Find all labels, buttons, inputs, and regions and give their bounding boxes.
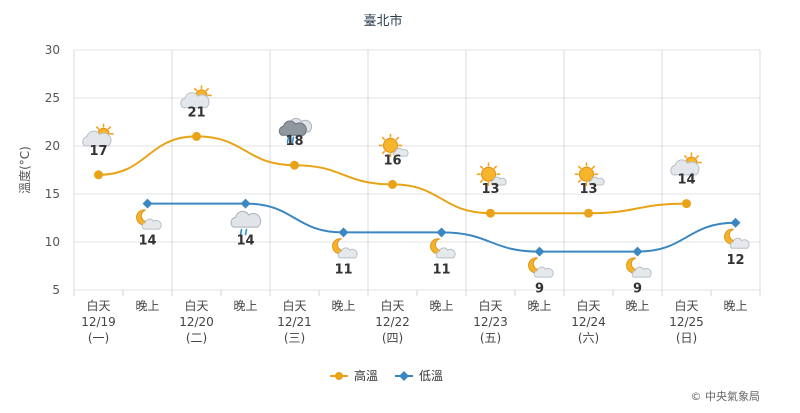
x-tick-date: 12/25 [669, 315, 704, 329]
data-label: 13 [579, 182, 597, 197]
y-tick-label: 10 [45, 235, 60, 249]
data-point-low[interactable] [436, 227, 447, 238]
x-tick-weekday: (二) [186, 331, 207, 345]
legend-label: 低溫 [419, 369, 443, 383]
data-point-low[interactable] [142, 198, 153, 209]
data-point-low[interactable] [534, 246, 545, 257]
data-label: 11 [432, 262, 450, 277]
legend-item-low[interactable]: 低溫 [395, 369, 443, 383]
x-tick-period: 白天 [380, 298, 404, 313]
x-tick-date: 12/21 [277, 315, 312, 329]
y-tick-label: 20 [45, 139, 60, 153]
legend-item-high[interactable]: 高溫 [330, 368, 378, 383]
x-tick-period: 晚上 [429, 299, 453, 313]
data-point-high[interactable] [94, 170, 103, 180]
data-label: 21 [187, 105, 205, 120]
data-point-low[interactable] [338, 227, 349, 238]
x-tick-weekday: (五) [480, 331, 501, 345]
moon-cloud-icon [528, 257, 554, 278]
x-tick-weekday: (四) [382, 331, 403, 345]
x-tick-date: 12/20 [179, 315, 214, 329]
data-point-high[interactable] [584, 208, 593, 218]
x-tick-weekday: (六) [578, 331, 599, 345]
y-tick-label: 25 [45, 91, 60, 105]
x-tick-period: 晚上 [625, 299, 649, 313]
partly-cloudy-day-icon [670, 152, 702, 176]
x-tick-weekday: (日) [676, 331, 697, 345]
y-axis-ticks: 5 10 15 20 25 30 [45, 43, 60, 297]
cloudy-rain-icon [278, 117, 313, 143]
data-label: 9 [535, 282, 544, 297]
y-tick-label: 30 [45, 43, 60, 57]
moon-cloud-icon [626, 257, 652, 278]
data-point-low[interactable] [240, 198, 251, 209]
x-tick-period: 白天 [576, 298, 600, 313]
data-label: 17 [89, 144, 107, 159]
data-label: 18 [285, 134, 303, 149]
data-labels: 17 21 18 16 13 13 14 14 14 11 11 9 9 12 [89, 105, 744, 296]
data-point-low[interactable] [730, 217, 741, 228]
x-tick-period: 晚上 [527, 299, 551, 313]
sunny-cloud-icon [574, 162, 605, 186]
data-point-low[interactable] [632, 246, 643, 257]
data-label: 12 [726, 253, 744, 268]
data-label: 13 [481, 182, 499, 197]
data-label: 9 [633, 282, 642, 297]
legend-label: 高溫 [354, 368, 378, 383]
x-tick-period: 晚上 [135, 299, 159, 313]
cloudy-rain-night-icon [230, 211, 262, 236]
data-label: 11 [334, 262, 352, 277]
x-axis-ticks: 白天 12/19 (一) 晚上 白天 12/20 (二) 晚上 白天 12/21 (三) 晚上 白天 12… [81, 298, 747, 345]
x-tick-weekday: (一) [88, 331, 109, 345]
moon-cloud-icon [332, 238, 358, 259]
x-tick-period: 白天 [478, 298, 502, 313]
moon-cloud-icon [136, 209, 162, 230]
x-tick-period: 晚上 [331, 299, 355, 313]
partly-cloudy-day-icon [180, 85, 212, 109]
moon-cloud-icon [724, 228, 750, 249]
x-tick-date: 12/23 [473, 315, 508, 329]
x-tick-date: 12/22 [375, 315, 410, 329]
x-tick-period: 晚上 [233, 299, 257, 313]
y-tick-label: 5 [52, 283, 60, 297]
data-label: 14 [236, 234, 254, 249]
x-tick-period: 白天 [184, 298, 208, 313]
chart-legend: 高溫 低溫 [330, 368, 443, 383]
data-label: 14 [138, 234, 156, 249]
partly-cloudy-day-icon [82, 123, 114, 147]
data-label: 14 [677, 173, 695, 188]
chart-title: 臺北市 [363, 13, 402, 29]
sunny-cloud-icon [476, 162, 507, 186]
sunny-cloud-icon [378, 133, 409, 158]
weather-icons [82, 85, 750, 278]
data-point-high[interactable] [388, 179, 397, 189]
data-point-high[interactable] [486, 208, 495, 218]
data-points [94, 131, 741, 257]
data-point-high[interactable] [192, 131, 201, 141]
y-tick-label: 15 [45, 187, 60, 201]
x-tick-weekday: (三) [284, 331, 305, 345]
data-point-high[interactable] [682, 199, 691, 209]
x-tick-date: 12/19 [81, 315, 116, 329]
x-tick-date: 12/24 [571, 315, 606, 329]
x-tick-period: 晚上 [723, 299, 747, 313]
credit-text: © 中央氣象局 [691, 389, 761, 403]
x-tick-period: 白天 [674, 298, 698, 313]
data-point-high[interactable] [290, 160, 299, 170]
x-tick-period: 白天 [282, 298, 306, 313]
grid-lines [73, 49, 761, 296]
y-axis-label: 溫度(°C) [17, 146, 32, 194]
moon-cloud-icon [430, 238, 456, 259]
x-tick-period: 白天 [86, 298, 110, 313]
data-label: 16 [383, 153, 401, 168]
